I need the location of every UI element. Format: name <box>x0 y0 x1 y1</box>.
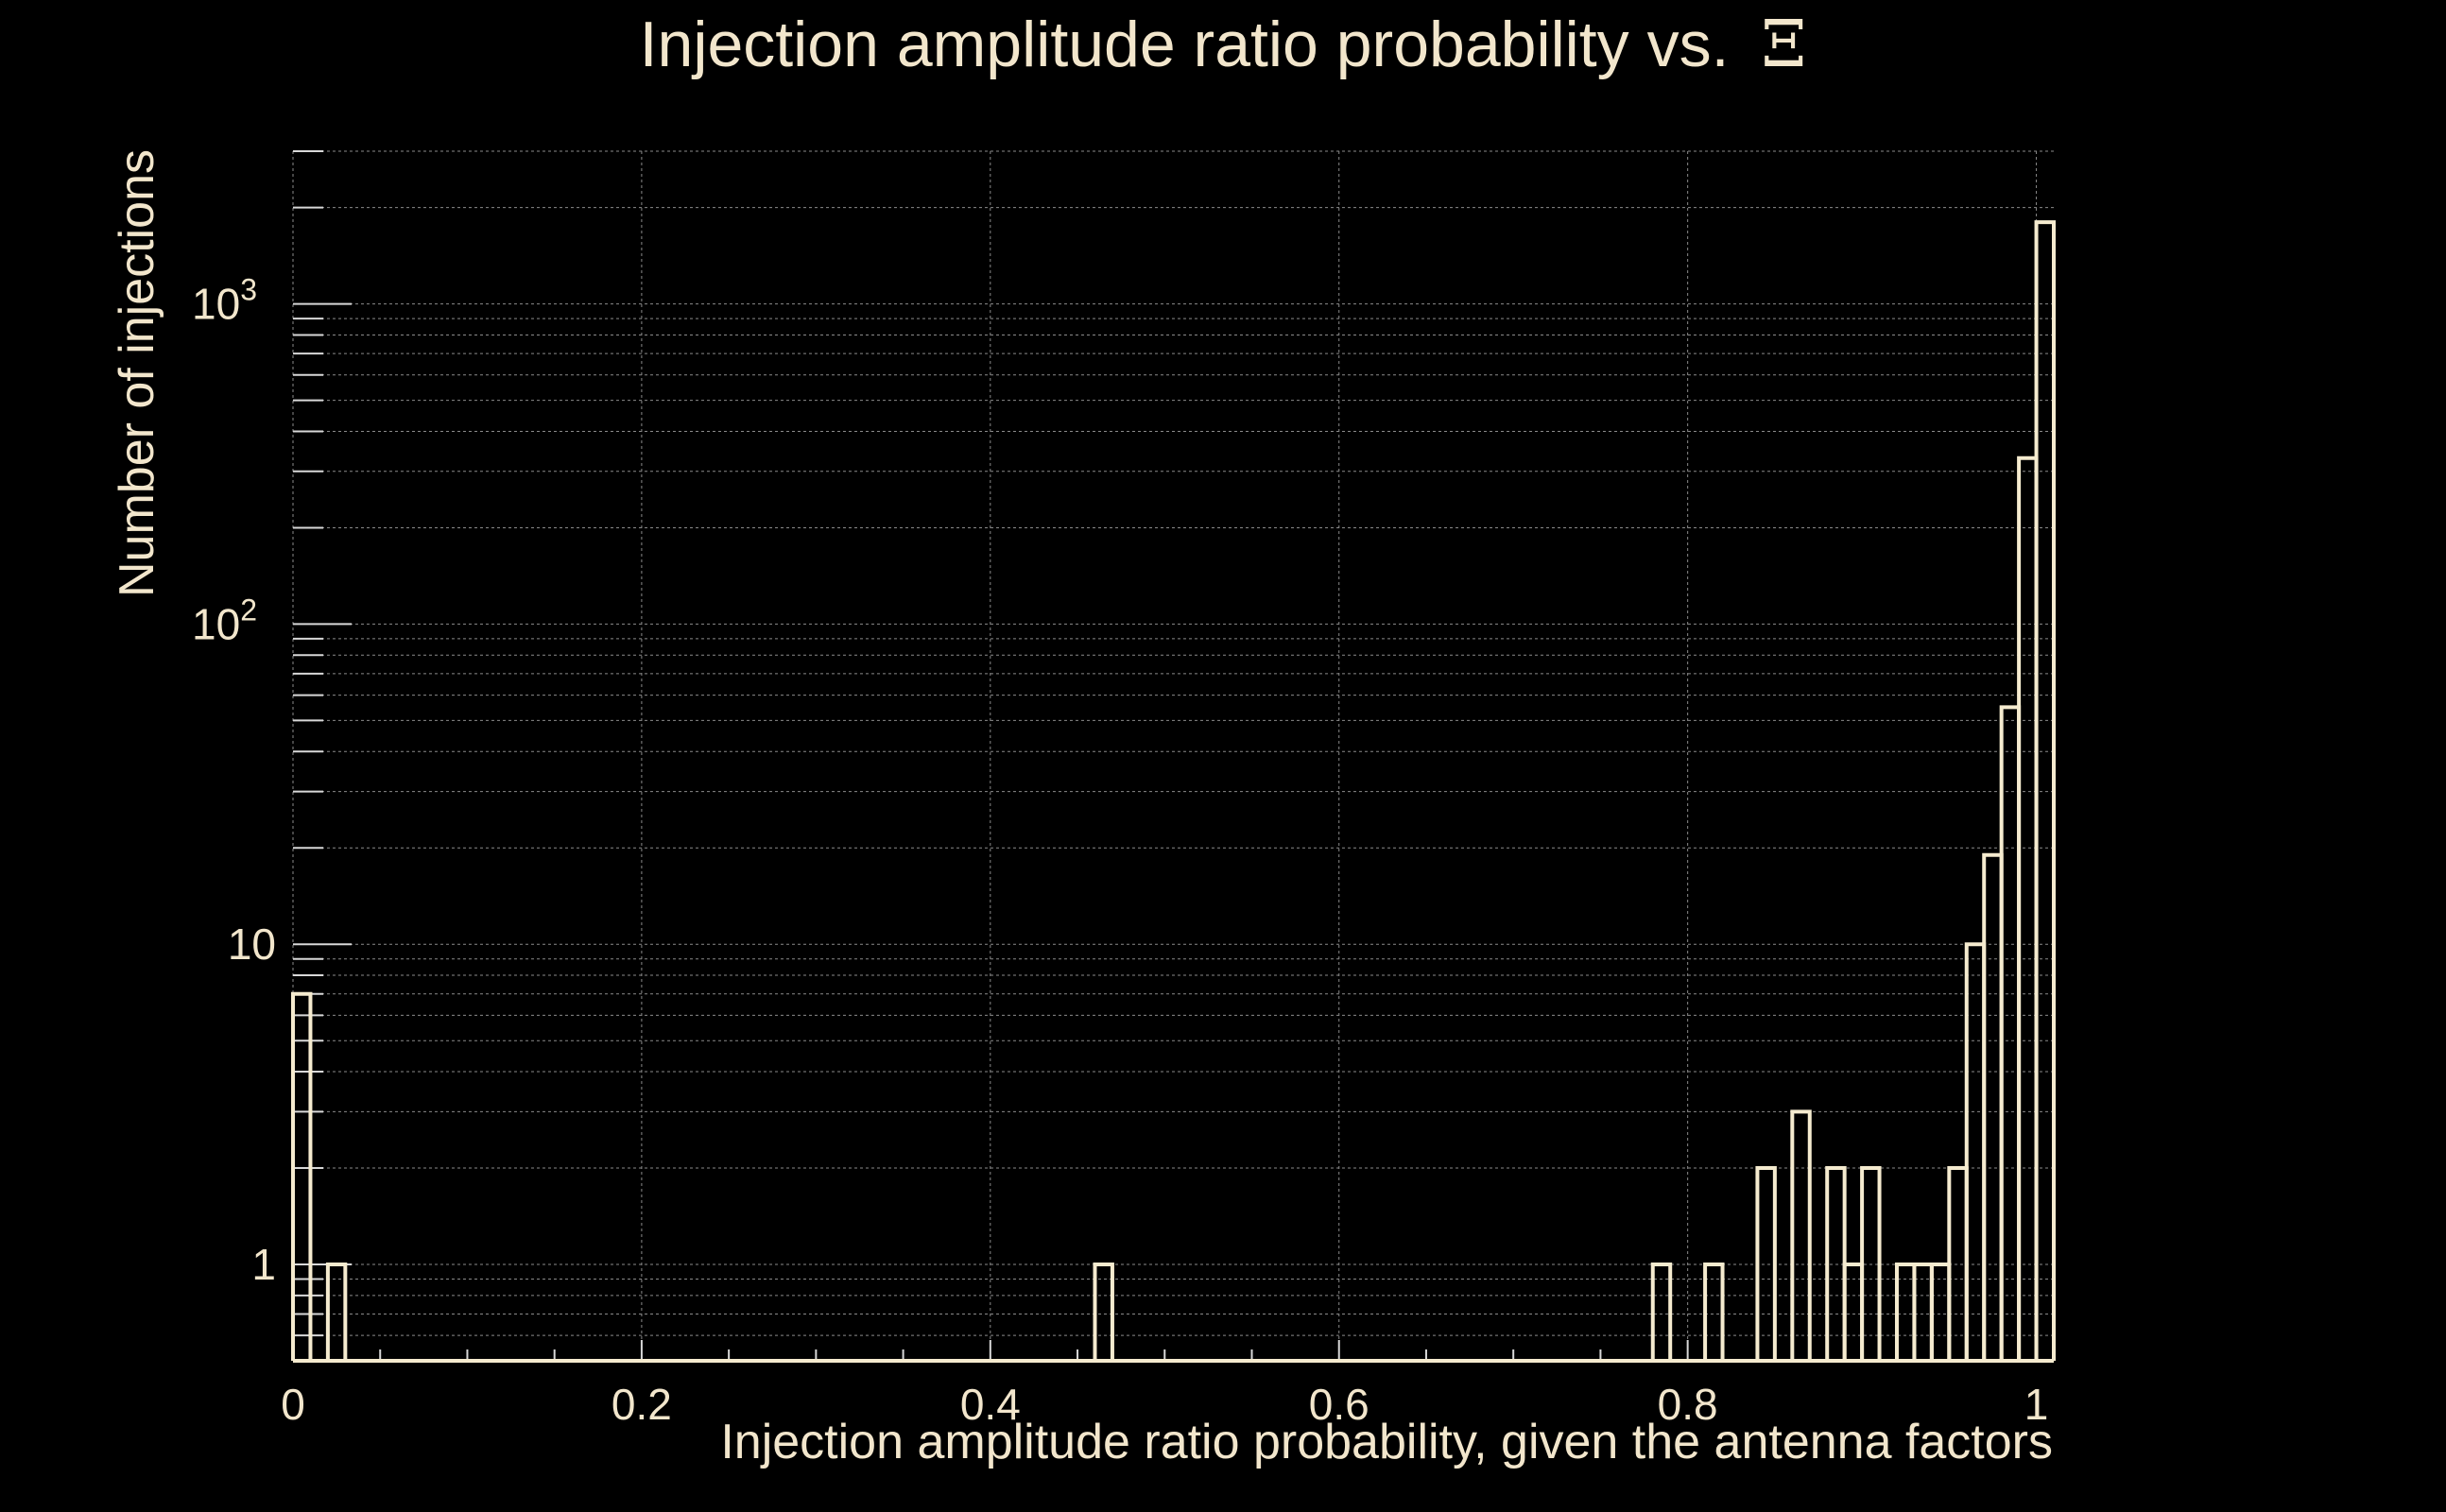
histogram-bin <box>1703 1263 1725 1361</box>
y-tick-label: 102 <box>192 593 257 648</box>
histogram-bin <box>291 991 313 1361</box>
x-tick-label: 0.4 <box>960 1380 1021 1429</box>
histogram-bin <box>1650 1263 1673 1361</box>
x-axis-label: Injection amplitude ratio probability, g… <box>720 1415 2053 1469</box>
x-tick-labels: 0 0.2 0.4 0.6 0.8 1 <box>281 1380 2048 1429</box>
histogram-bin <box>1093 1263 1114 1361</box>
histogram-bin <box>2017 455 2039 1361</box>
y-tick-base: 10 <box>192 599 240 648</box>
y-tick-base: 10 <box>192 280 240 329</box>
histogram-bin <box>1755 1166 1777 1361</box>
y-axis-label: Number of injections <box>110 149 164 597</box>
y-tick-exponent: 3 <box>240 273 257 307</box>
histogram-bin <box>1790 1109 1812 1361</box>
y-tick-base: 1 <box>251 1240 276 1289</box>
chart-title-symbol: Ξ <box>1761 8 1806 82</box>
chart-title: Injection amplitude ratio probability vs… <box>640 8 1807 82</box>
x-tick-label: 0.2 <box>612 1380 672 1429</box>
histogram-bin <box>1999 705 2022 1361</box>
histogram-bin <box>325 1263 348 1361</box>
y-tick-label: 1 <box>251 1240 276 1289</box>
chart-title-text: Injection amplitude ratio probability vs… <box>640 9 1730 80</box>
x-tick-label: 0.8 <box>1658 1380 1718 1429</box>
histogram-bin <box>1964 942 1987 1361</box>
y-tick-label: 103 <box>192 273 257 329</box>
y-tick-label: 10 <box>228 919 276 969</box>
grid-lines <box>292 150 2054 1362</box>
x-tick-label: 0 <box>281 1380 305 1429</box>
histogram-bin <box>1947 1166 1969 1361</box>
histogram-bin <box>1982 852 2004 1361</box>
x-tick-label: 1 <box>2024 1380 2049 1429</box>
histogram-bin <box>2034 220 2056 1361</box>
histogram-bin <box>1860 1166 1882 1361</box>
histogram-bars <box>291 220 2056 1363</box>
x-tick-label: 0.6 <box>1309 1380 1369 1429</box>
y-tick-base: 10 <box>228 919 276 969</box>
y-tick-exponent: 2 <box>240 593 257 627</box>
